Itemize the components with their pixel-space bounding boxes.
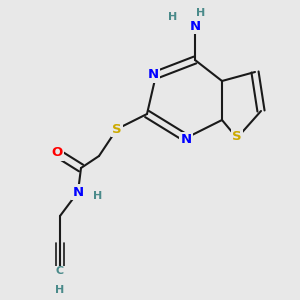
Text: H: H bbox=[168, 11, 177, 22]
Text: S: S bbox=[232, 130, 242, 143]
Text: N: N bbox=[147, 68, 159, 82]
Text: N: N bbox=[72, 185, 84, 199]
Text: H: H bbox=[56, 285, 64, 295]
Text: H: H bbox=[196, 8, 206, 19]
Text: O: O bbox=[51, 146, 63, 160]
Text: C: C bbox=[56, 266, 64, 277]
Text: N: N bbox=[189, 20, 201, 33]
Text: N: N bbox=[180, 133, 192, 146]
Text: H: H bbox=[93, 190, 102, 201]
Text: S: S bbox=[112, 122, 122, 136]
